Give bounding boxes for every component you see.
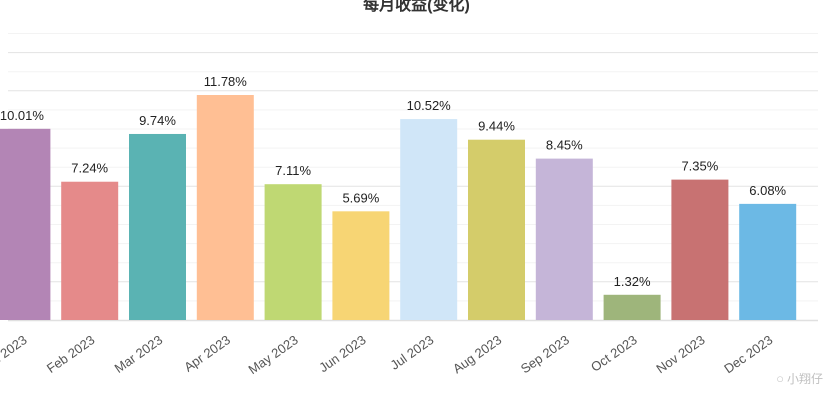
bar-feb-2023 [61,181,119,320]
bars [0,95,797,321]
data-labels: 10.01% 7.24% 9.74% 11.78% 7.11% 5.69% 10.52% 9.… [0,74,787,289]
bar-jan-2023 [0,128,51,320]
x-tick-label: Sep 2023 [518,332,572,376]
data-label: 1.32% [614,274,651,289]
x-tick-label: May 2023 [245,332,300,377]
data-label: 7.35% [681,159,718,174]
x-tick-label: Apr 2023 [181,332,233,375]
bar-jul-2023 [400,119,458,321]
x-tick-label: Jul 2023 [388,332,437,372]
data-label: 10.01% [0,108,44,123]
weibo-icon: ○ [776,371,784,386]
bar-nov-2023 [671,179,729,320]
data-label: 6.08% [749,183,786,198]
bar-aug-2023 [468,139,525,320]
x-tick-label: Aug 2023 [450,332,504,376]
x-tick-label: Jun 2023 [316,332,368,375]
x-tick-label: Mar 2023 [112,332,166,376]
data-label: 9.44% [478,119,515,134]
bar-jun-2023 [332,211,390,320]
data-label: 7.11% [275,163,311,178]
bar-dec-2023 [739,203,797,320]
data-label: 10.52% [407,98,452,113]
x-tick-label: Feb 2023 [44,332,98,376]
x-tick-label: Oct 2023 [588,332,640,375]
data-label: 9.74% [139,113,176,128]
x-tick-labels: Jan 2023 Feb 2023 Mar 2023 Apr 2023 May 2023… [0,332,775,377]
bar-sep-2023 [535,158,593,320]
watermark-text: 小翔仔 [786,372,823,386]
watermark: ○ 小翔仔 [776,370,823,387]
bar-mar-2023 [129,133,186,320]
x-tick-label: Nov 2023 [653,332,707,376]
bar-apr-2023 [196,95,254,320]
x-tick-label: Jan 2023 [0,332,30,375]
data-label: 7.24% [71,161,108,176]
data-label: 11.78% [204,74,248,89]
x-tick-label: Dec 2023 [721,332,775,376]
data-label: 8.45% [546,138,583,153]
bar-may-2023 [264,184,322,320]
data-label: 5.69% [342,190,379,205]
chart-title: 每月收益(变化) [363,0,470,14]
bar-oct-2023 [603,294,661,320]
